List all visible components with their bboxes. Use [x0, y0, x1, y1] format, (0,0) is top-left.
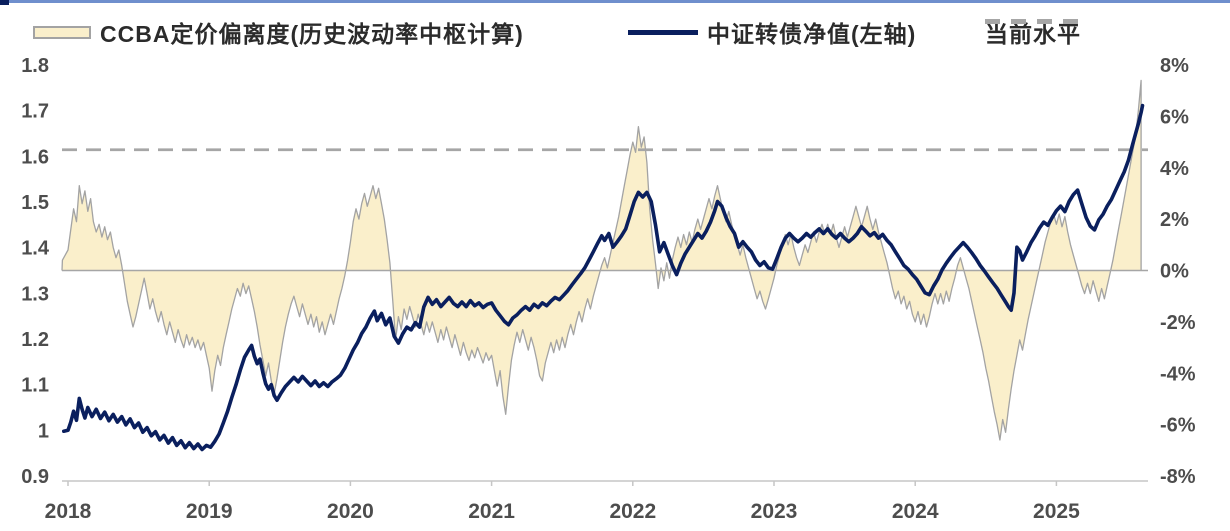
right-axis-tick-labels: 8% 6% 4% 2% 0% -2% -4% -6% -8%: [1160, 55, 1196, 488]
net-value-line: [62, 103, 1145, 452]
right-axis-label: 2%: [1160, 209, 1189, 231]
x-axis-label: 2018: [45, 500, 92, 523]
left-axis-label: 1.5: [21, 192, 49, 214]
right-axis-label: -8%: [1160, 466, 1196, 488]
left-axis-label: 1.8: [21, 55, 49, 77]
left-axis-label: 1.3: [21, 283, 49, 305]
left-axis-label: 1.2: [21, 329, 49, 351]
x-axis-tick-labels: 2018 2019 2020 2021 2022 2023 2024 2025: [45, 500, 1080, 523]
right-axis-label: 0%: [1160, 261, 1189, 283]
left-axis-label: 1.6: [21, 146, 49, 168]
left-axis-label: 1.7: [21, 101, 49, 123]
legend-item-current-level: 当前水平: [985, 18, 1081, 47]
x-axis-label: 2024: [892, 500, 939, 523]
legend-label-ccba-deviation: CCBA定价偏离度(历史波动率中枢计算): [100, 21, 524, 47]
x-axis-label: 2022: [609, 500, 656, 523]
legend-label-net-value: 中证转债净值(左轴): [707, 21, 917, 47]
dash-swatch-icon: [985, 19, 1081, 24]
deviation-area-fill: [62, 80, 1142, 441]
x-axis-label: 2023: [751, 500, 798, 523]
area-series-deviation: [61, 79, 1142, 441]
right-axis-label: 6%: [1160, 106, 1189, 128]
left-axis-tick-labels: 1.8 1.7 1.6 1.5 1.4 1.3 1.2 1.1 1 0.9: [21, 55, 50, 488]
x-axis-label: 2025: [1033, 500, 1080, 523]
top-border-accent: [0, 0, 9, 5]
right-axis-label: -2%: [1160, 312, 1196, 334]
line-swatch-icon: [628, 29, 698, 35]
left-axis-label: 1.4: [21, 238, 50, 260]
line-series-net-value: [62, 103, 1145, 452]
right-axis-label: -6%: [1160, 415, 1196, 437]
right-axis-label: 4%: [1160, 158, 1189, 180]
left-axis-label: 1.1: [21, 375, 49, 397]
left-axis-label: 0.9: [21, 466, 49, 488]
deviation-area-outline: [61, 79, 1142, 441]
left-axis-label: 1: [38, 420, 49, 442]
legend-item-net-value: 中证转债净值(左轴): [628, 18, 917, 47]
x-axis-label: 2019: [186, 500, 233, 523]
x-axis: [62, 480, 1148, 486]
right-axis-label: 8%: [1160, 55, 1189, 77]
x-axis-label: 2021: [468, 500, 515, 523]
area-swatch-icon: [33, 25, 91, 39]
right-axis-label: -4%: [1160, 363, 1196, 385]
x-axis-label: 2020: [327, 500, 374, 523]
legend-item-ccba-deviation: CCBA定价偏离度(历史波动率中枢计算): [33, 18, 524, 47]
legend-label-current-level: 当前水平: [985, 21, 1081, 47]
top-border-rule: [0, 0, 1230, 3]
